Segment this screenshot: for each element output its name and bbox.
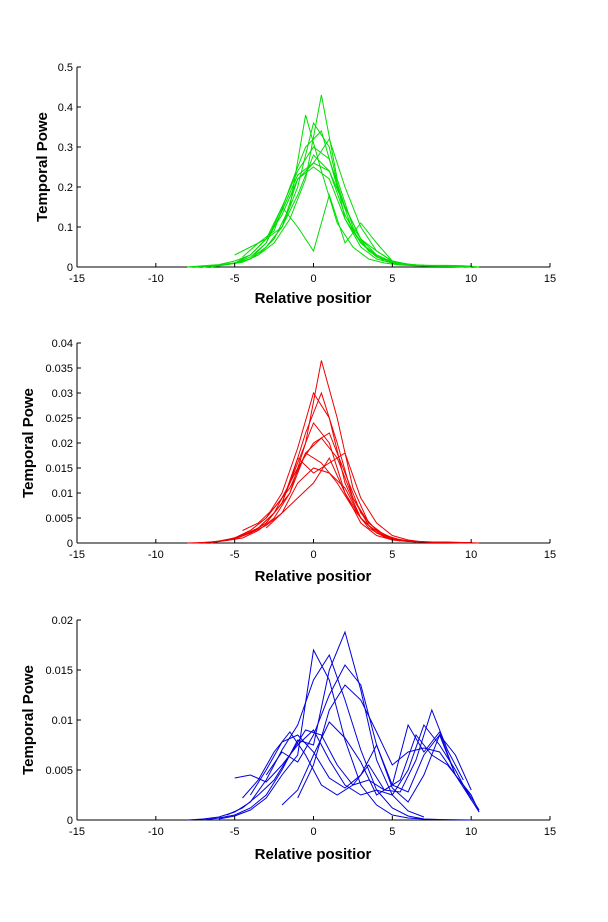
x-tick-label: 5: [389, 826, 395, 838]
series-line-10: [297, 684, 480, 813]
x-tick-label: 0: [310, 549, 316, 561]
x-tick-label: 5: [389, 273, 395, 285]
x-tick-label: -10: [148, 273, 164, 285]
x-axis-title: Relative positior: [255, 846, 372, 863]
x-tick-label: 10: [465, 549, 477, 561]
series-line-9: [281, 721, 480, 813]
y-ticks: 0 0.1 0.2 0.3 0.4 0.5: [58, 62, 81, 274]
y-axis-title: Temporal Powe: [34, 112, 51, 222]
x-tick-label: -15: [69, 273, 85, 285]
panel-blue: -15 -10 -5 0 5 10 15 0 0.005 0.01 0.015 0.02 Relat…: [20, 615, 556, 863]
x-ticks: -15 -10 -5 0 5 10 15: [69, 539, 556, 561]
series-line-9: [250, 193, 393, 262]
y-tick-label: 0.2: [58, 182, 73, 194]
series-line-1: [187, 422, 472, 544]
x-tick-label: -15: [69, 549, 85, 561]
x-tick-label: -5: [230, 273, 240, 285]
series-line-10: [265, 456, 377, 534]
x-tick-label: -10: [148, 549, 164, 561]
y-tick-label: 0.1: [58, 222, 73, 234]
y-tick-label: 0.4: [58, 102, 73, 114]
series-line-6: [242, 708, 464, 799]
series-line-9: [226, 437, 417, 543]
series-line-4: [203, 121, 472, 268]
data-lines: [187, 360, 480, 544]
y-tick-label: 0.04: [52, 338, 73, 350]
y-tick-label: 0.025: [45, 413, 73, 425]
y-tick-label: 0.02: [52, 438, 73, 450]
x-axis-title: Relative positior: [255, 568, 372, 585]
y-tick-label: 0: [67, 538, 73, 550]
series-line-6: [234, 452, 424, 543]
y-tick-label: 0.015: [45, 665, 73, 677]
x-axis-title: Relative positior: [255, 290, 372, 307]
x-tick-label: 0: [310, 273, 316, 285]
y-axis-title: Temporal Powe: [20, 665, 37, 775]
y-tick-label: 0: [67, 262, 73, 274]
y-tick-label: 0.5: [58, 62, 73, 74]
series-line-7: [249, 734, 472, 796]
series-line-8: [250, 467, 409, 542]
data-lines: [187, 630, 480, 821]
panel-green: -15 -10 -5 0 5 10 15 0 0.1 0.2 0.3 0.4 0.5 Relative…: [34, 62, 556, 307]
y-tick-label: 0.02: [52, 615, 73, 627]
series-line-3: [218, 648, 472, 821]
series-line-5: [234, 723, 472, 801]
panel-red: -15 -10 -5 0 5 10 15 00.0050.010.0150.020.0250…: [20, 338, 556, 585]
series-line-6: [203, 137, 472, 268]
x-tick-label: 0: [310, 826, 316, 838]
x-tick-label: 10: [465, 273, 477, 285]
y-ticks: 0 0.005 0.01 0.015 0.02 0.025 0.03 0.035 0.04: [45, 338, 81, 550]
x-tick-label: 15: [544, 549, 556, 561]
y-tick-label: 0.01: [52, 715, 73, 727]
y-tick-label: 0.005: [45, 513, 73, 525]
y-axis-title: Temporal Powe: [20, 388, 37, 498]
series-line-5: [210, 114, 464, 268]
x-ticks: -15 -10 -5 0 5 10 15: [69, 263, 556, 285]
x-tick-label: 15: [544, 826, 556, 838]
series-line-10: [218, 166, 409, 267]
y-tick-label: 0.3: [58, 142, 73, 154]
y-tick-label: 0.03: [52, 388, 73, 400]
x-ticks: -15 -10 -5 0 5 10 15: [69, 816, 556, 838]
x-tick-label: -5: [230, 549, 240, 561]
data-lines: [187, 94, 480, 268]
y-tick-label: 0.01: [52, 488, 73, 500]
x-tick-label: 5: [389, 549, 395, 561]
y-tick-label: 0.005: [45, 765, 73, 777]
x-tick-label: 10: [465, 826, 477, 838]
y-tick-label: 0: [67, 815, 73, 827]
series-line-2: [203, 630, 425, 821]
y-tick-label: 0.035: [45, 363, 73, 375]
x-tick-label: -10: [148, 826, 164, 838]
x-tick-label: 15: [544, 273, 556, 285]
series-line-3: [187, 146, 472, 268]
y-ticks: 0 0.005 0.01 0.015 0.02: [45, 615, 81, 827]
y-tick-label: 0.015: [45, 463, 73, 475]
x-tick-label: -5: [230, 826, 240, 838]
x-tick-label: -15: [69, 826, 85, 838]
